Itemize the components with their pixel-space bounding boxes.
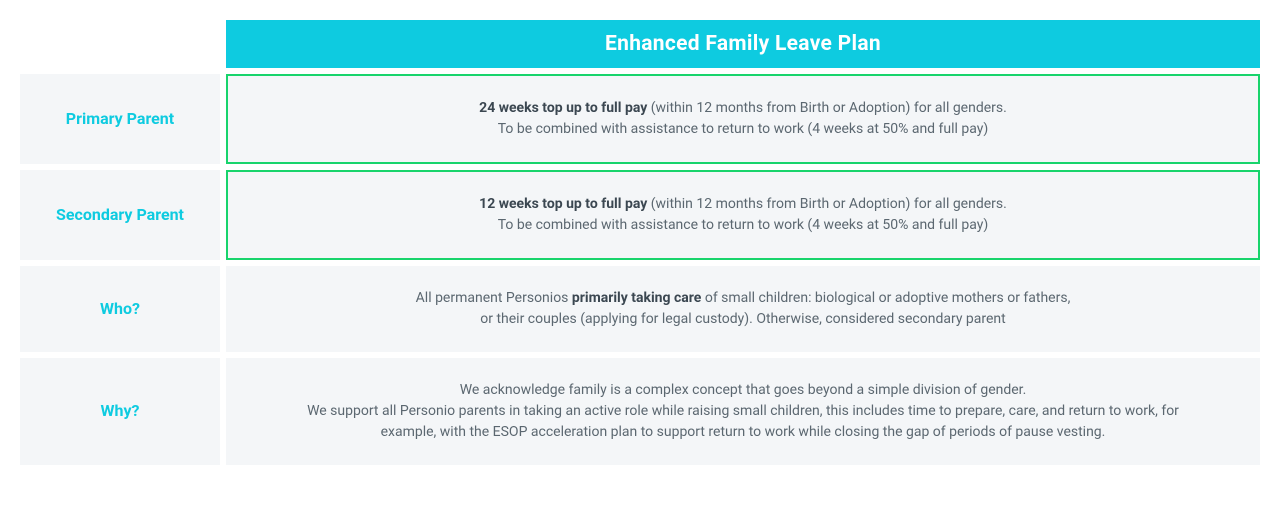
- cell-primary: 24 weeks top up to full pay (within 12 m…: [226, 74, 1260, 164]
- cell-text: (within 12 months from Birth or Adoption…: [647, 196, 1007, 212]
- header-spacer: [20, 20, 220, 68]
- cell-line: 24 weeks top up to full pay (within 12 m…: [479, 98, 1007, 119]
- row-label-primary: Primary Parent: [20, 74, 220, 164]
- row-label-who: Who?: [20, 266, 220, 352]
- cell-text: (within 12 months from Birth or Adoption…: [647, 100, 1007, 116]
- cell-line: or their couples (applying for legal cus…: [480, 309, 1006, 330]
- family-leave-table: Enhanced Family Leave Plan Primary Paren…: [20, 20, 1260, 465]
- cell-bold: 12 weeks top up to full pay: [479, 196, 647, 212]
- cell-line: We support all Personio parents in takin…: [307, 401, 1179, 422]
- row-label-text: Primary Parent: [66, 109, 174, 130]
- row-label-text: Who?: [100, 299, 140, 320]
- cell-line: 12 weeks top up to full pay (within 12 m…: [479, 194, 1007, 215]
- cell-line: We acknowledge family is a complex conce…: [460, 380, 1027, 401]
- cell-bold: 24 weeks top up to full pay: [479, 100, 647, 116]
- cell-bold: primarily taking care: [572, 290, 701, 306]
- cell-secondary: 12 weeks top up to full pay (within 12 m…: [226, 170, 1260, 260]
- row-label-text: Secondary Parent: [56, 205, 184, 226]
- cell-line: example, with the ESOP acceleration plan…: [381, 422, 1106, 443]
- cell-text: All permanent Personios: [416, 290, 572, 306]
- row-label-secondary: Secondary Parent: [20, 170, 220, 260]
- cell-who: All permanent Personios primarily taking…: [226, 266, 1260, 352]
- cell-line: All permanent Personios primarily taking…: [416, 288, 1071, 309]
- row-label-text: Why?: [101, 401, 140, 422]
- cell-line: To be combined with assistance to return…: [498, 119, 989, 140]
- cell-why: We acknowledge family is a complex conce…: [226, 358, 1260, 465]
- row-label-why: Why?: [20, 358, 220, 465]
- table-header-title: Enhanced Family Leave Plan: [226, 20, 1260, 68]
- cell-line: To be combined with assistance to return…: [498, 215, 989, 236]
- cell-text: of small children: biological or adoptiv…: [701, 290, 1070, 306]
